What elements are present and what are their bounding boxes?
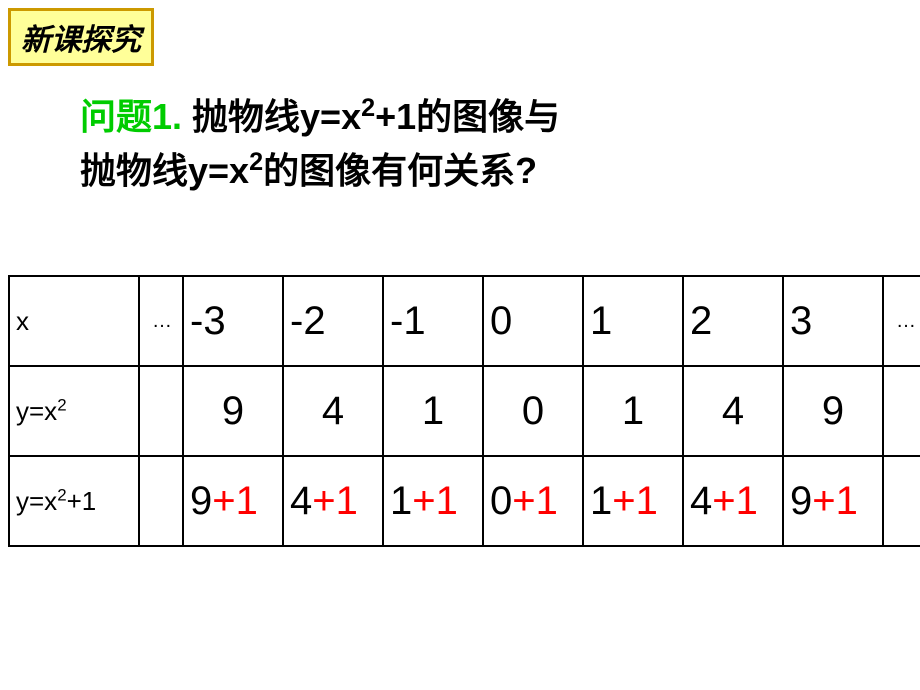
y2-plus: +1	[712, 479, 758, 523]
y2-base: 4	[290, 479, 312, 523]
y2-base: 1	[590, 479, 612, 523]
table-row-y2: y=x2+1 9+1 4+1 1+1 0+1 1+1 4+1 9+1	[9, 456, 920, 546]
lesson-badge: 新课探究	[8, 8, 154, 66]
question-line1-pre: 抛物线y=x	[182, 96, 361, 137]
y2-val: 1+1	[583, 456, 683, 546]
ellipsis-cell: …	[139, 276, 183, 366]
y2-plus: +1	[812, 479, 858, 523]
y2-plus: +1	[312, 479, 358, 523]
y1-val: 9	[183, 366, 283, 456]
row-y1-label: y=x2	[9, 366, 139, 456]
question-line2-pre: 抛物线y=x	[80, 150, 249, 191]
y1-val: 4	[283, 366, 383, 456]
y2-val: 4+1	[683, 456, 783, 546]
y2-label-exp: 2	[57, 485, 66, 504]
y2-base: 1	[390, 479, 412, 523]
y2-label-pre: y=x	[16, 486, 57, 516]
y2-base: 9	[190, 479, 212, 523]
y2-plus: +1	[512, 479, 558, 523]
y2-val: 4+1	[283, 456, 383, 546]
ellipsis-cell: …	[883, 276, 920, 366]
y2-label-post: +1	[67, 486, 97, 516]
y2-plus: +1	[412, 479, 458, 523]
y2-base: 4	[690, 479, 712, 523]
x-val: 1	[583, 276, 683, 366]
y1-val: 0	[483, 366, 583, 456]
y1-val: 1	[383, 366, 483, 456]
y1-label-exp: 2	[57, 395, 66, 414]
question-line2-exp: 2	[249, 148, 263, 176]
ellipsis-cell	[139, 456, 183, 546]
y2-val: 9+1	[183, 456, 283, 546]
x-val: -2	[283, 276, 383, 366]
question-line2-post: 的图像有何关系?	[263, 150, 537, 191]
data-table: x … -3 -2 -1 0 1 2 3 … y=x2 9 4 1 0 1 4 …	[8, 275, 920, 547]
x-val: -3	[183, 276, 283, 366]
x-val: 2	[683, 276, 783, 366]
y2-base: 9	[790, 479, 812, 523]
row-y2-label: y=x2+1	[9, 456, 139, 546]
ellipsis-cell	[139, 366, 183, 456]
ellipsis-cell	[883, 456, 920, 546]
question-block: 问题1. 抛物线y=x2+1的图像与 抛物线y=x2的图像有何关系?	[80, 90, 880, 198]
y2-val: 0+1	[483, 456, 583, 546]
ellipsis-cell	[883, 366, 920, 456]
y1-val: 4	[683, 366, 783, 456]
row-x-label: x	[9, 276, 139, 366]
table-row-x: x … -3 -2 -1 0 1 2 3 …	[9, 276, 920, 366]
x-val: 0	[483, 276, 583, 366]
y1-label-pre: y=x	[16, 396, 57, 426]
question-line1-exp: 2	[361, 94, 375, 122]
y1-val: 1	[583, 366, 683, 456]
y2-plus: +1	[212, 479, 258, 523]
y1-val: 9	[783, 366, 883, 456]
y2-plus: +1	[612, 479, 658, 523]
question-label: 问题1.	[80, 96, 182, 137]
data-table-wrap: x … -3 -2 -1 0 1 2 3 … y=x2 9 4 1 0 1 4 …	[8, 275, 912, 547]
y2-val: 1+1	[383, 456, 483, 546]
x-val: -1	[383, 276, 483, 366]
table-row-y1: y=x2 9 4 1 0 1 4 9	[9, 366, 920, 456]
y2-val: 9+1	[783, 456, 883, 546]
x-val: 3	[783, 276, 883, 366]
y2-base: 0	[490, 479, 512, 523]
question-line1-post: +1的图像与	[375, 96, 560, 137]
